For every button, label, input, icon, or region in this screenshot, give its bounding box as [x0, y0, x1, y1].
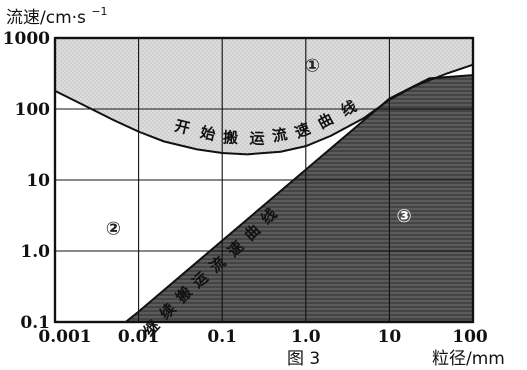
curve-label-character: 运: [249, 129, 265, 147]
y-tick-label: 10: [26, 171, 50, 191]
plot-frame: [53, 36, 475, 324]
series-continue-transport-curve: [125, 74, 473, 322]
curve-label-character: 线: [338, 97, 360, 120]
curve-label-character: 速: [292, 120, 313, 142]
region-label: ①: [305, 55, 320, 76]
curve-label-character: 流: [271, 125, 289, 145]
x-tick-label: 0.01: [118, 327, 159, 347]
y-tick-label: 1.0: [20, 242, 50, 262]
x-tick-label: 10: [378, 327, 402, 347]
curve-label-character: 始: [198, 123, 217, 144]
x-tick-label: 0.1: [207, 327, 237, 347]
x-tick-label: 1.0: [291, 327, 321, 347]
curve-label-character: 开: [173, 117, 192, 138]
x-tick-label: 0.001: [38, 327, 91, 347]
y-axis-label-superscript: −1: [91, 5, 107, 18]
region-3-area: [125, 75, 473, 322]
curve-label-character: 曲: [315, 110, 337, 133]
y-tick-label: 0.1: [20, 313, 50, 333]
x-axis-label: 粒径/mm: [432, 349, 505, 369]
y-axis-label: 流速/cm·s −1: [6, 5, 108, 28]
region-1-area: [55, 38, 473, 155]
region-label: ③: [396, 206, 411, 227]
y-tick-label: 100: [15, 100, 51, 120]
y-tick-label: 1000: [3, 29, 50, 49]
start-transport-curve-label: 开始搬运流速曲线: [173, 97, 360, 148]
x-tick-label: 100: [452, 327, 488, 347]
y-axis-label-main: 流速/cm·s: [6, 8, 86, 28]
figure-caption: 图 3: [287, 349, 320, 369]
region-label: ②: [106, 219, 121, 240]
curve-label-character: 搬: [223, 129, 239, 147]
